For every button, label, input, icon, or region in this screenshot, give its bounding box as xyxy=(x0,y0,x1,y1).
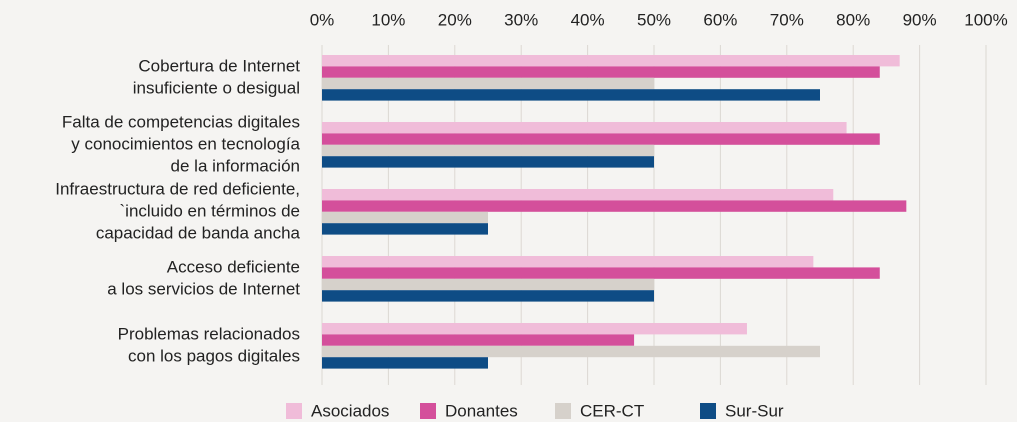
x-tick-label: 0% xyxy=(310,10,335,29)
bar xyxy=(322,55,900,67)
bar xyxy=(322,211,488,224)
legend-swatch xyxy=(555,403,571,419)
y-tick-label: insuficiente o desigual xyxy=(133,78,300,97)
y-tick-label: Problemas relacionados xyxy=(118,324,300,343)
bar xyxy=(322,223,488,235)
legend-swatch xyxy=(420,403,436,419)
legend-label: Donantes xyxy=(445,401,518,420)
y-tick-label: con los pagos digitales xyxy=(128,346,300,365)
x-tick-label: 40% xyxy=(571,10,605,29)
bar xyxy=(322,278,654,291)
bar xyxy=(322,89,820,101)
bar xyxy=(322,345,820,358)
bar xyxy=(322,200,907,212)
x-tick-label: 70% xyxy=(770,10,804,29)
x-tick-label: 90% xyxy=(903,10,937,29)
legend-label: Asociados xyxy=(311,401,389,420)
x-tick-label: 50% xyxy=(637,10,671,29)
y-tick-label: Infraestructura de red deficiente, xyxy=(55,179,300,198)
y-tick-label: a los servicios de Internet xyxy=(107,279,300,298)
bar xyxy=(322,156,654,168)
x-tick-label: 20% xyxy=(438,10,472,29)
bar xyxy=(322,256,814,268)
x-tick-label: 60% xyxy=(703,10,737,29)
x-tick-label: 10% xyxy=(371,10,405,29)
bar xyxy=(322,290,654,302)
legend-swatch xyxy=(700,403,716,419)
y-tick-label: de la información xyxy=(171,156,300,175)
legend-label: CER-CT xyxy=(580,401,644,420)
y-tick-label: Falta de competencias digitales xyxy=(62,112,300,131)
y-tick-label: Acceso deficiente xyxy=(167,257,300,276)
y-tick-label: `incluido en términos de xyxy=(120,201,300,220)
bar xyxy=(322,77,654,90)
bar xyxy=(322,334,635,346)
legend-swatch xyxy=(286,403,302,419)
legend-label: Sur-Sur xyxy=(725,401,784,420)
y-tick-label: capacidad de banda ancha xyxy=(96,223,301,242)
bar xyxy=(322,66,880,78)
bar xyxy=(322,357,488,369)
bar xyxy=(322,189,834,201)
bar xyxy=(322,122,847,134)
bar xyxy=(322,323,747,335)
bar xyxy=(322,144,654,157)
bar xyxy=(322,133,880,145)
y-tick-label: Cobertura de Internet xyxy=(138,56,300,75)
x-tick-label: 80% xyxy=(836,10,870,29)
x-tick-label: 30% xyxy=(504,10,538,29)
x-tick-label: 100% xyxy=(964,10,1007,29)
bar xyxy=(322,267,880,279)
y-tick-label: y conocimientos en tecnología xyxy=(71,134,300,153)
